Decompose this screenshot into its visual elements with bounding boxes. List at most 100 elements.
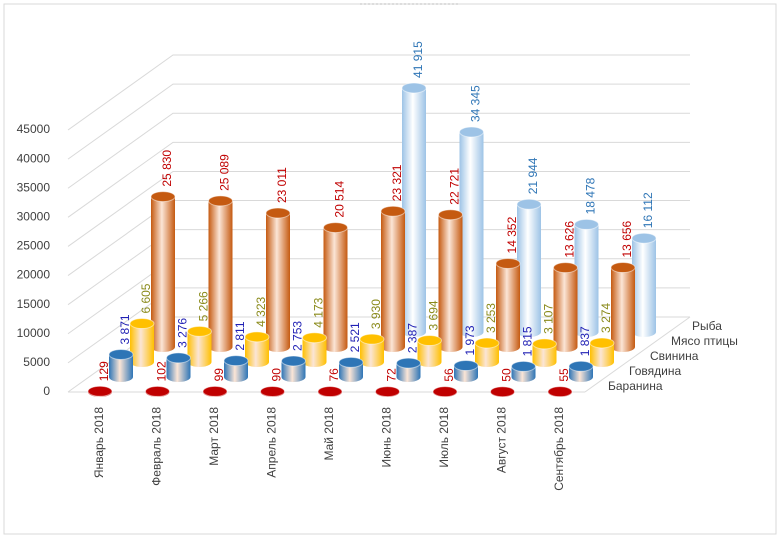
bar-top bbox=[511, 360, 536, 372]
x-tick-label: Февраль 2018 bbox=[150, 407, 164, 486]
data-label: 13 626 bbox=[563, 221, 577, 258]
bar-top bbox=[359, 333, 385, 345]
bar-top bbox=[150, 191, 176, 203]
data-label: 3 107 bbox=[542, 304, 556, 334]
bar bbox=[631, 232, 657, 337]
bar bbox=[223, 355, 249, 382]
bar-top bbox=[453, 360, 479, 372]
data-label: 3 276 bbox=[176, 318, 190, 348]
data-label: 22 721 bbox=[448, 168, 462, 205]
x-tick-label: Январь 2018 bbox=[92, 407, 106, 478]
data-label: 2 521 bbox=[348, 322, 362, 352]
bar-body bbox=[323, 227, 348, 352]
bar bbox=[281, 355, 306, 382]
data-label: 99 bbox=[212, 368, 226, 382]
y-tick-label: 10000 bbox=[17, 326, 51, 340]
bar bbox=[187, 325, 212, 367]
bar-body bbox=[417, 340, 442, 367]
bar-body bbox=[208, 200, 233, 352]
y-tick-label: 35000 bbox=[17, 180, 51, 194]
bar-top bbox=[459, 126, 484, 138]
data-label: 50 bbox=[500, 368, 514, 382]
bar-body bbox=[517, 204, 541, 337]
x-tick-label: Апрель 2018 bbox=[265, 407, 279, 478]
bar-body bbox=[339, 362, 363, 382]
bar bbox=[417, 334, 442, 367]
bar-body bbox=[224, 360, 248, 382]
bar-top bbox=[589, 337, 615, 349]
y-tick-label: 30000 bbox=[17, 210, 51, 224]
bar-body bbox=[109, 354, 133, 382]
bar bbox=[396, 357, 421, 382]
bar-top bbox=[317, 386, 343, 398]
y-tick-label: 5000 bbox=[23, 355, 50, 369]
y-tick-label: 25000 bbox=[17, 239, 51, 253]
bar bbox=[166, 352, 191, 382]
bar bbox=[459, 126, 484, 337]
data-label: 56 bbox=[442, 368, 456, 382]
bar-top bbox=[375, 386, 400, 398]
data-label: 3 930 bbox=[369, 299, 383, 329]
x-tick-label: Июнь 2018 bbox=[380, 407, 394, 468]
bar bbox=[244, 331, 270, 367]
bar-body bbox=[590, 342, 614, 367]
data-label: 6 605 bbox=[139, 283, 153, 313]
bar-body bbox=[187, 331, 212, 367]
bar-top bbox=[417, 334, 442, 346]
bar-top bbox=[474, 337, 500, 349]
bar-top bbox=[187, 325, 212, 337]
data-label: 1 837 bbox=[578, 326, 592, 356]
x-tick-label: Июль 2018 bbox=[437, 407, 451, 468]
bar-top bbox=[108, 348, 134, 360]
data-label: 4 323 bbox=[254, 296, 268, 326]
bar-body bbox=[151, 196, 175, 352]
bar-body bbox=[381, 211, 405, 352]
data-label: 18 478 bbox=[584, 177, 598, 214]
bar-top bbox=[260, 385, 285, 397]
x-tick-label: Сентябрь 2018 bbox=[552, 407, 566, 491]
data-label: 1 815 bbox=[521, 326, 535, 356]
data-label: 90 bbox=[270, 368, 284, 382]
bar bbox=[87, 385, 113, 397]
grid-line bbox=[67, 112, 690, 189]
bar bbox=[338, 356, 364, 382]
bar bbox=[516, 198, 542, 337]
bar bbox=[401, 82, 427, 338]
y-tick-label: 15000 bbox=[17, 297, 51, 311]
data-label: 4 173 bbox=[312, 297, 326, 327]
bar bbox=[145, 385, 170, 397]
bar-top bbox=[208, 195, 233, 207]
x-tick-label: Август 2018 bbox=[495, 407, 509, 473]
data-label: 21 944 bbox=[526, 157, 540, 194]
bar bbox=[302, 332, 327, 367]
bar-top bbox=[223, 355, 249, 367]
bar-body bbox=[611, 267, 635, 352]
bar-top bbox=[323, 222, 348, 234]
data-label: 3 871 bbox=[118, 314, 132, 344]
bar bbox=[129, 318, 155, 367]
y-tick-label: 40000 bbox=[17, 151, 51, 165]
grid-line bbox=[67, 141, 690, 218]
x-tick-label: Март 2018 bbox=[207, 407, 221, 466]
data-label: 2 811 bbox=[233, 321, 247, 350]
axis-floor-side bbox=[584, 316, 691, 393]
bar-top bbox=[532, 338, 557, 350]
y-tick-label: 20000 bbox=[17, 268, 51, 282]
y-tick-label: 0 bbox=[43, 384, 50, 398]
data-label: 3 694 bbox=[427, 300, 441, 330]
bar-body bbox=[632, 238, 656, 337]
bar-top bbox=[87, 385, 113, 397]
bar bbox=[532, 338, 557, 367]
series-label: Мясо птицы bbox=[671, 334, 738, 348]
data-label: 3 253 bbox=[484, 303, 498, 333]
bar bbox=[474, 337, 500, 367]
bar-body bbox=[475, 343, 499, 367]
bar bbox=[568, 360, 594, 382]
data-label: 13 656 bbox=[620, 220, 634, 257]
bar bbox=[547, 386, 573, 398]
bar bbox=[438, 209, 463, 352]
bar-top bbox=[129, 318, 155, 330]
series-label: Рыба bbox=[692, 319, 722, 333]
data-label: 41 915 bbox=[411, 41, 425, 78]
